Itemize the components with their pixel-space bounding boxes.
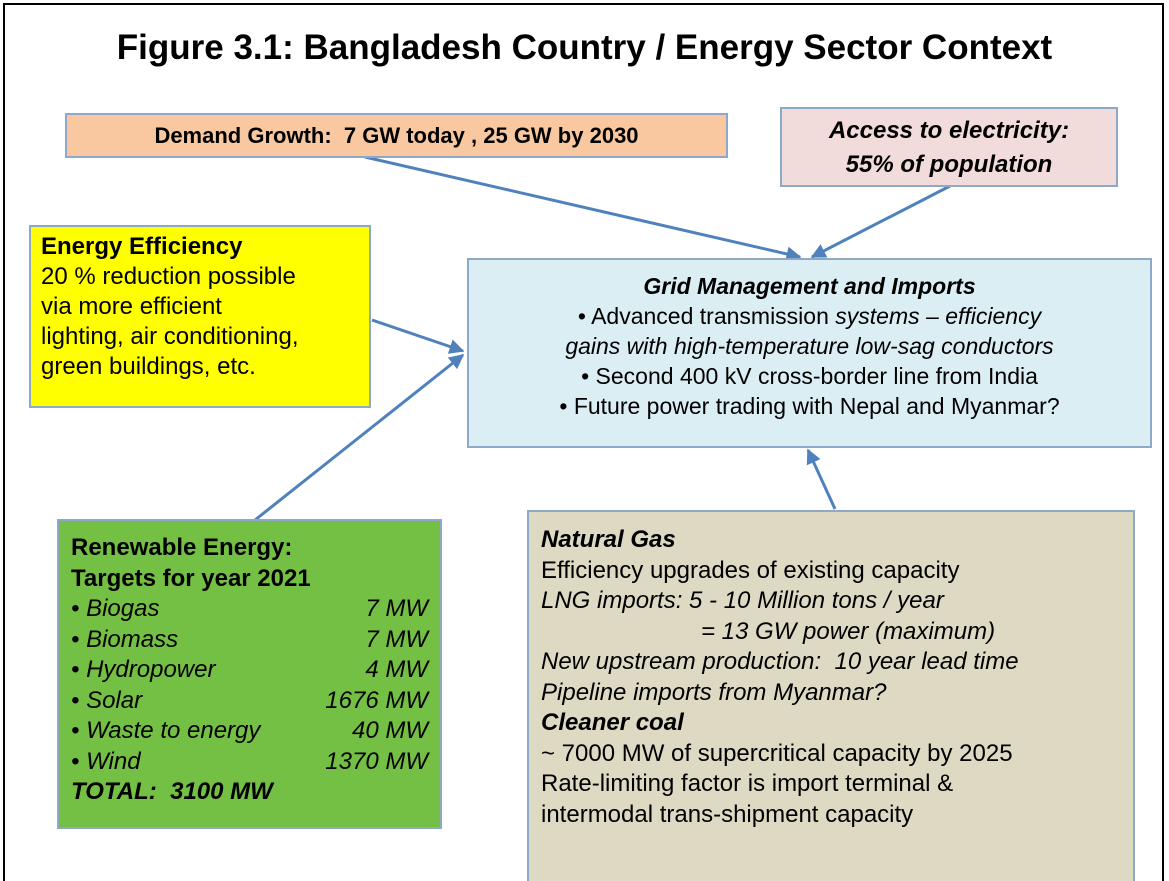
demand-text: Demand Growth: 7 GW today , 25 GW by 203… xyxy=(154,122,639,148)
renewable-item: • Waste to energy 40 MW xyxy=(71,716,428,747)
efficiency-heading: Energy Efficiency xyxy=(41,233,243,260)
renewable-name: • Biogas xyxy=(71,595,160,622)
gas-box: Natural Gas Efficiency upgrades of exist… xyxy=(527,510,1135,881)
renewable-heading: Renewable Energy: xyxy=(71,534,293,561)
arrow xyxy=(810,184,951,259)
efficiency-box: Energy Efficiency 20 % reduction possibl… xyxy=(29,225,371,408)
renewable-list: • Biogas 7 MW • Biomass 7 MW • Hydropower 4 M… xyxy=(71,594,428,777)
coal-heading: Cleaner coal xyxy=(541,709,684,736)
renewable-box: Renewable Energy: Targets for year 2021 … xyxy=(57,519,442,829)
renewable-value: 4 MW xyxy=(365,656,428,683)
arrow xyxy=(364,155,802,262)
grid-text: • Future power trading with Nepal and My… xyxy=(559,393,1060,419)
demand-box: Demand Growth: 7 GW today , 25 GW by 203… xyxy=(65,113,728,158)
renewable-value: 1370 MW xyxy=(325,747,428,775)
renewable-name: • Wind xyxy=(71,747,141,775)
grid-text: • Advanced transmission xyxy=(577,303,836,329)
renewable-value: 1676 MW xyxy=(325,686,428,714)
grid-box: Grid Management and Imports • Advanced t… xyxy=(467,258,1152,448)
title: Figure 3.1: Bangladesh Country / Energy … xyxy=(116,28,1053,67)
access-box: Access to electricity: 55% of population xyxy=(780,107,1118,187)
gas-line: Pipeline imports from Myanmar? xyxy=(541,678,887,706)
arrow xyxy=(371,318,465,354)
coal-line: intermodal trans-shipment capacity xyxy=(541,800,914,828)
renewable-name: • Solar xyxy=(71,686,143,714)
renewable-item: • Biogas 7 MW xyxy=(71,594,428,625)
access-line: 55% of population xyxy=(845,151,1053,178)
renewable-name: • Biomass xyxy=(71,625,179,653)
coal-line: ~ 7000 MW of supercritical capacity by 2… xyxy=(541,739,1013,767)
access-line: Access to electricity: xyxy=(828,117,1070,144)
renewable-item: • Wind 1370 MW xyxy=(71,747,428,778)
renewable-value: 40 MW xyxy=(351,717,428,744)
renewable-value: 7 MW xyxy=(365,595,428,622)
gas-heading: Natural Gas xyxy=(541,526,676,553)
coal-line: Rate-limiting factor is import terminal … xyxy=(541,770,954,797)
efficiency-line: green buildings, etc. xyxy=(41,353,256,380)
renewable-item: • Hydropower 4 MW xyxy=(71,655,428,686)
efficiency-line: lighting, air conditioning, xyxy=(41,323,299,350)
frame xyxy=(3,3,1164,881)
renewable-item: • Solar 1676 MW xyxy=(71,686,428,717)
grid-text: gains with high-temperature low-sag cond… xyxy=(565,333,1054,359)
arrow xyxy=(806,448,837,510)
gas-line: = 13 GW power (maximum) xyxy=(701,617,996,645)
arrow xyxy=(254,353,465,522)
renewable-total: TOTAL: 3100 MW xyxy=(71,778,273,805)
grid-text: systems – efficiency xyxy=(835,303,1042,329)
grid-text: • Second 400 kV cross-border line from I… xyxy=(581,363,1038,389)
efficiency-line: 20 % reduction possible xyxy=(41,263,296,290)
gas-line: LNG imports: 5 - 10 Million tons / year xyxy=(541,587,944,614)
renewable-item: • Biomass 7 MW xyxy=(71,625,428,656)
renewable-name: • Hydropower xyxy=(71,656,216,683)
renewable-name: • Waste to energy xyxy=(71,717,261,744)
renewable-heading: Targets for year 2021 xyxy=(71,564,311,592)
grid-heading: Grid Management and Imports xyxy=(643,273,976,299)
renewable-value: 7 MW xyxy=(365,625,428,653)
gas-line: Efficiency upgrades of existing capacity xyxy=(541,556,960,584)
efficiency-line: via more efficient xyxy=(41,293,222,320)
gas-line: New upstream production: 10 year lead ti… xyxy=(541,648,1019,675)
